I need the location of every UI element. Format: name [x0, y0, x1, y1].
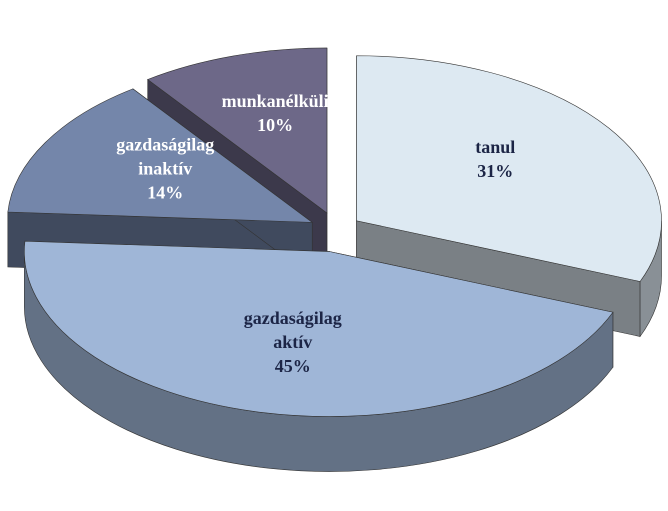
slice-top	[7, 88, 314, 223]
slice-label: gazdaságilag aktív	[244, 308, 342, 352]
slice-value-label: 10%	[257, 115, 293, 135]
slice-label-line: inaktív	[138, 159, 192, 179]
slice-value-label: 31%	[477, 161, 513, 181]
slice-label-line: gazdaságilag	[244, 308, 342, 328]
slice-top	[147, 47, 328, 214]
slice-label: gazdaságilag inaktív	[116, 135, 214, 179]
slice-label: tanul	[475, 137, 515, 157]
slice-label-line: gazdaságilag	[116, 135, 214, 155]
slice-label-line: tanul	[475, 137, 515, 157]
slice-top	[356, 55, 662, 282]
slice-top	[24, 240, 614, 417]
slice-label-line: munkanélküli	[222, 91, 329, 111]
slice-value-label: 14%	[147, 183, 183, 203]
slice-label-line: aktív	[273, 332, 312, 352]
slice	[24, 240, 614, 472]
slice-value-label: 45%	[275, 356, 311, 376]
slice-label: munkanélküli	[222, 91, 329, 111]
